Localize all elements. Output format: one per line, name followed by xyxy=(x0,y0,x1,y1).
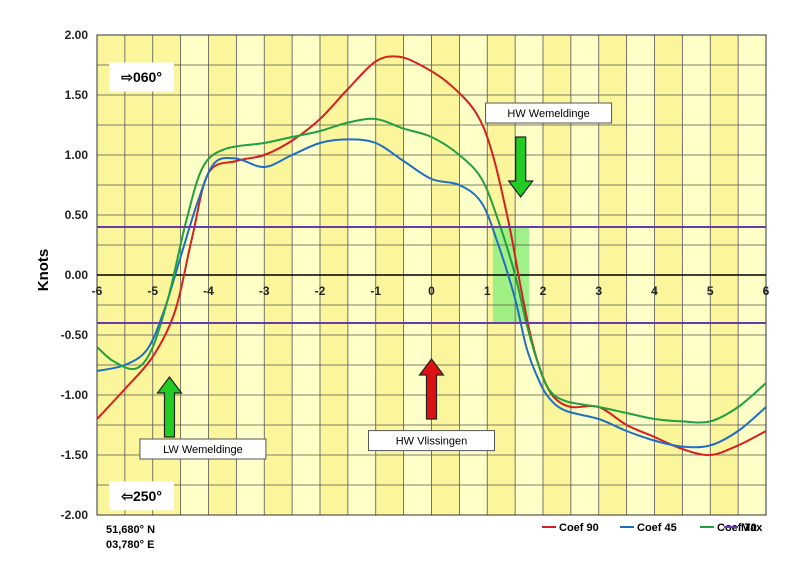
x-tick-label: 4 xyxy=(651,284,658,298)
y-tick-label: 1.50 xyxy=(65,88,89,102)
direction-label-250: ⇦250° xyxy=(120,488,162,504)
y-tick-label: -1.00 xyxy=(61,388,89,402)
annotation-hw-vlissingen: HW Vlissingen xyxy=(396,436,468,448)
latitude-label: 51,680° N xyxy=(106,524,155,536)
x-tick-label: 5 xyxy=(707,284,714,298)
y-tick-label: 0.50 xyxy=(65,208,89,222)
x-tick-label: -5 xyxy=(147,284,158,298)
x-tick-label: -1 xyxy=(370,284,381,298)
annotation-box xyxy=(485,102,613,124)
x-tick-label: -2 xyxy=(315,284,326,298)
legend-label-coef-45: Coef 45 xyxy=(637,522,677,534)
x-tick-label: 1 xyxy=(484,284,491,298)
arrow-marker xyxy=(418,358,445,420)
annotation-box xyxy=(139,438,267,460)
legend-label-max: Max xyxy=(741,522,763,534)
y-tick-label: 2.00 xyxy=(65,28,89,42)
x-tick-label: -4 xyxy=(203,284,214,298)
y-tick-label: 0.00 xyxy=(65,268,89,282)
x-tick-label: 2 xyxy=(540,284,547,298)
x-tick-label: -3 xyxy=(259,284,270,298)
series-line-coef-45 xyxy=(96,138,767,449)
annotation-hw-wemeldinge: HW Wemeldinge xyxy=(507,108,589,120)
longitude-label: 03,780° E xyxy=(106,539,154,551)
direction-box xyxy=(109,481,175,511)
x-tick-label: -6 xyxy=(92,284,103,298)
legend-label-coef-90: Coef 90 xyxy=(559,522,599,534)
direction-label-060: ⇨060° xyxy=(121,69,162,85)
direction-box xyxy=(109,62,175,92)
annotation-lw-wemeldinge: LW Wemeldinge xyxy=(163,444,243,456)
y-tick-label: -1.50 xyxy=(61,448,89,462)
x-tick-label: 6 xyxy=(763,284,770,298)
arrow-marker xyxy=(156,376,183,438)
y-tick-label: 1.00 xyxy=(65,148,89,162)
series-line-coef-70 xyxy=(96,117,767,424)
x-tick-label: 3 xyxy=(595,284,602,298)
y-tick-label: -0.50 xyxy=(61,328,89,342)
arrow-marker xyxy=(507,136,534,198)
x-tick-label: 0 xyxy=(428,284,435,298)
y-tick-label: -2.00 xyxy=(61,508,89,522)
annotation-box xyxy=(368,430,495,452)
y-axis-label: Knots xyxy=(35,249,52,292)
